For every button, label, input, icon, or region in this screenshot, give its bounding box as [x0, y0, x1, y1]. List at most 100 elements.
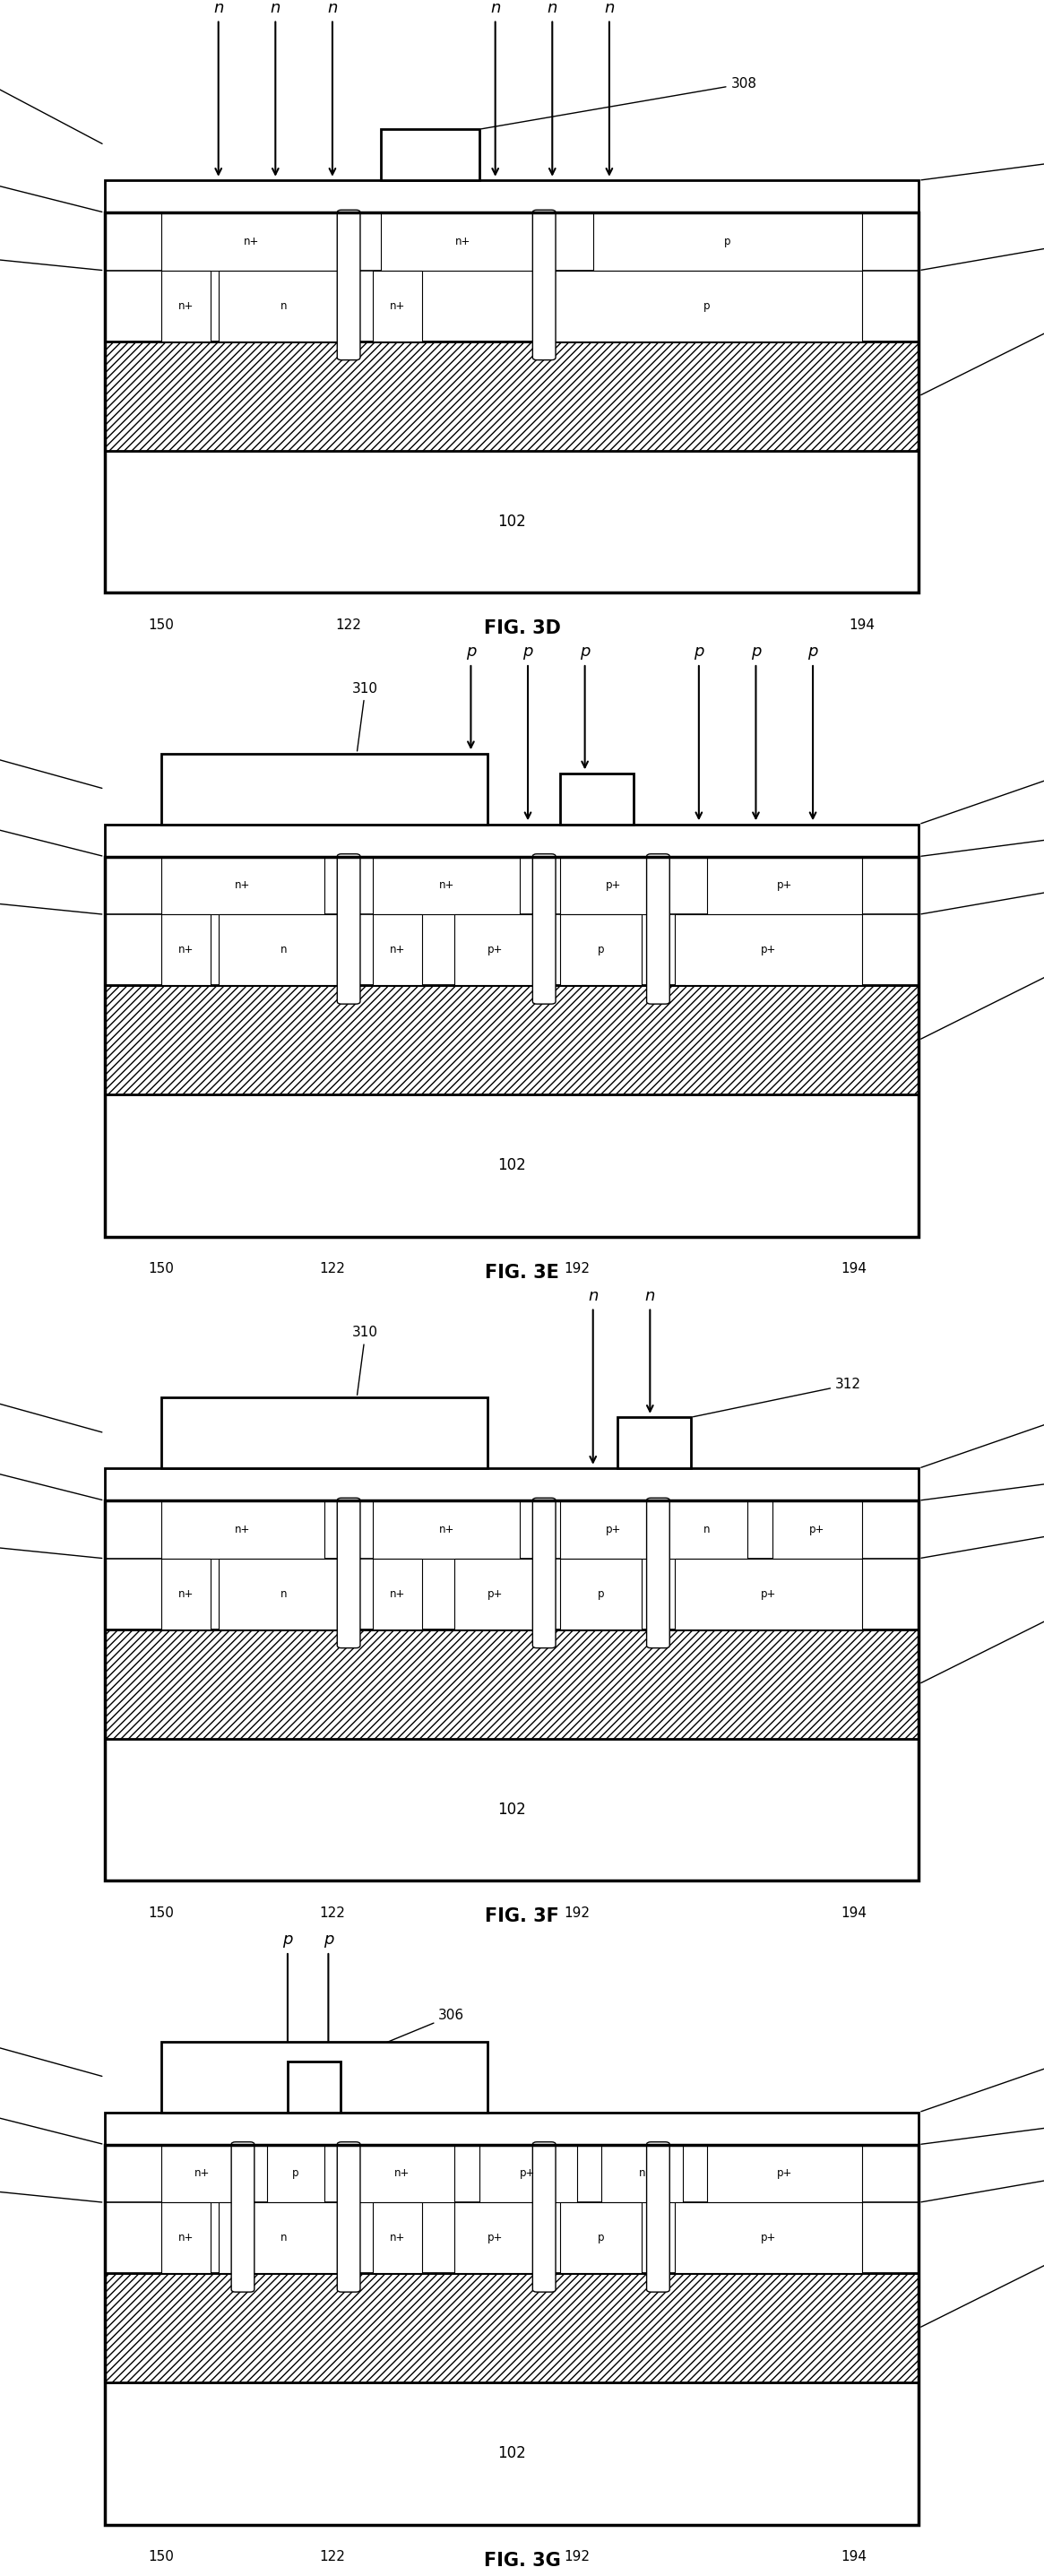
Text: 302: 302	[0, 1461, 102, 1499]
Text: n: n	[604, 0, 614, 15]
Text: 150: 150	[148, 1906, 174, 1919]
Text: n+: n+	[389, 943, 405, 956]
Bar	[104, 211, 919, 340]
Text: 102: 102	[497, 1801, 526, 1819]
Text: 122: 122	[319, 1906, 346, 1919]
Text: 106: 106	[921, 1525, 1044, 1558]
Text: p: p	[579, 644, 590, 659]
Bar	[104, 340, 919, 451]
Text: p: p	[723, 234, 731, 247]
Text: p+: p+	[488, 943, 503, 956]
Bar	[593, 211, 861, 270]
Bar	[104, 1095, 919, 1236]
Text: 132: 132	[0, 894, 102, 914]
Bar	[162, 1499, 325, 1558]
Text: n: n	[280, 1587, 287, 1600]
Text: 104: 104	[921, 1602, 1044, 1682]
Text: 192: 192	[564, 1262, 590, 1275]
Bar	[104, 824, 919, 855]
Text: n+: n+	[179, 1587, 193, 1600]
Text: 302: 302	[0, 817, 102, 855]
Text: p+: p+	[488, 1587, 503, 1600]
Bar	[601, 2143, 683, 2202]
Bar	[373, 855, 520, 914]
Text: 314: 314	[921, 765, 1044, 824]
Bar	[561, 2202, 642, 2272]
Bar	[162, 1558, 210, 1631]
Bar	[162, 2143, 243, 2202]
Bar	[454, 2202, 536, 2272]
Text: 122: 122	[319, 1262, 346, 1275]
Bar	[561, 855, 666, 914]
Bar	[707, 855, 861, 914]
Text: 194: 194	[840, 1906, 867, 1919]
Text: n: n	[645, 1288, 655, 1303]
Bar	[104, 2143, 919, 2524]
Text: FIG. 3D: FIG. 3D	[483, 621, 561, 636]
Bar	[454, 914, 536, 984]
Text: 314: 314	[921, 1409, 1044, 1468]
Bar	[218, 914, 349, 984]
Bar	[617, 1417, 691, 1468]
Text: n+: n+	[179, 299, 193, 312]
FancyBboxPatch shape	[646, 853, 669, 1005]
Text: n: n	[328, 0, 337, 15]
Text: 104: 104	[921, 314, 1044, 394]
Text: 104: 104	[921, 958, 1044, 1038]
Text: p+: p+	[777, 878, 792, 891]
Text: 310: 310	[353, 1327, 378, 1396]
Text: p+: p+	[760, 2231, 776, 2244]
Bar	[552, 270, 861, 340]
Text: n+: n+	[389, 299, 405, 312]
Text: 104: 104	[921, 2246, 1044, 2326]
Bar	[104, 211, 919, 592]
Text: 106: 106	[921, 2169, 1044, 2202]
Text: 132: 132	[0, 250, 102, 270]
Text: n+: n+	[389, 2231, 405, 2244]
Text: 122: 122	[336, 618, 361, 631]
Text: p+: p+	[488, 2231, 503, 2244]
Text: p+: p+	[760, 943, 776, 956]
Text: 304: 304	[0, 70, 102, 144]
Text: p: p	[283, 1932, 292, 1947]
FancyBboxPatch shape	[532, 1497, 555, 1649]
Bar	[373, 914, 422, 984]
Bar	[561, 773, 634, 824]
FancyBboxPatch shape	[337, 853, 360, 1005]
FancyBboxPatch shape	[646, 1497, 669, 1649]
FancyBboxPatch shape	[532, 209, 555, 361]
Text: n: n	[704, 1522, 710, 1535]
Text: n+: n+	[235, 1522, 251, 1535]
Text: 102: 102	[497, 1157, 526, 1175]
Text: 194: 194	[840, 1262, 867, 1275]
Bar	[104, 2112, 919, 2143]
Text: 182: 182	[921, 2117, 1044, 2143]
Text: p: p	[598, 2231, 604, 2244]
Bar	[288, 2061, 340, 2112]
Text: n: n	[588, 1288, 598, 1303]
Text: n: n	[213, 0, 223, 15]
Text: p+: p+	[606, 1522, 621, 1535]
Bar	[104, 855, 919, 1236]
Text: 102: 102	[497, 2445, 526, 2463]
Text: p+: p+	[606, 878, 621, 891]
Bar	[104, 1499, 919, 1880]
Bar	[349, 2143, 454, 2202]
Text: 194: 194	[849, 618, 875, 631]
Text: p: p	[598, 943, 604, 956]
Text: p: p	[466, 644, 476, 659]
Text: 132: 132	[0, 1538, 102, 1558]
Text: n+: n+	[394, 2166, 409, 2179]
Text: FIG. 3G: FIG. 3G	[483, 2553, 561, 2571]
Bar	[104, 1739, 919, 1880]
Text: p+: p+	[760, 1587, 776, 1600]
Bar	[561, 1558, 642, 1631]
Text: 322: 322	[0, 747, 102, 788]
Text: n+: n+	[179, 2231, 193, 2244]
Bar	[104, 180, 919, 211]
Text: 312: 312	[693, 1378, 861, 1417]
Bar	[381, 211, 544, 270]
Text: p: p	[704, 299, 710, 312]
Text: 310: 310	[353, 683, 378, 752]
Bar	[218, 270, 349, 340]
